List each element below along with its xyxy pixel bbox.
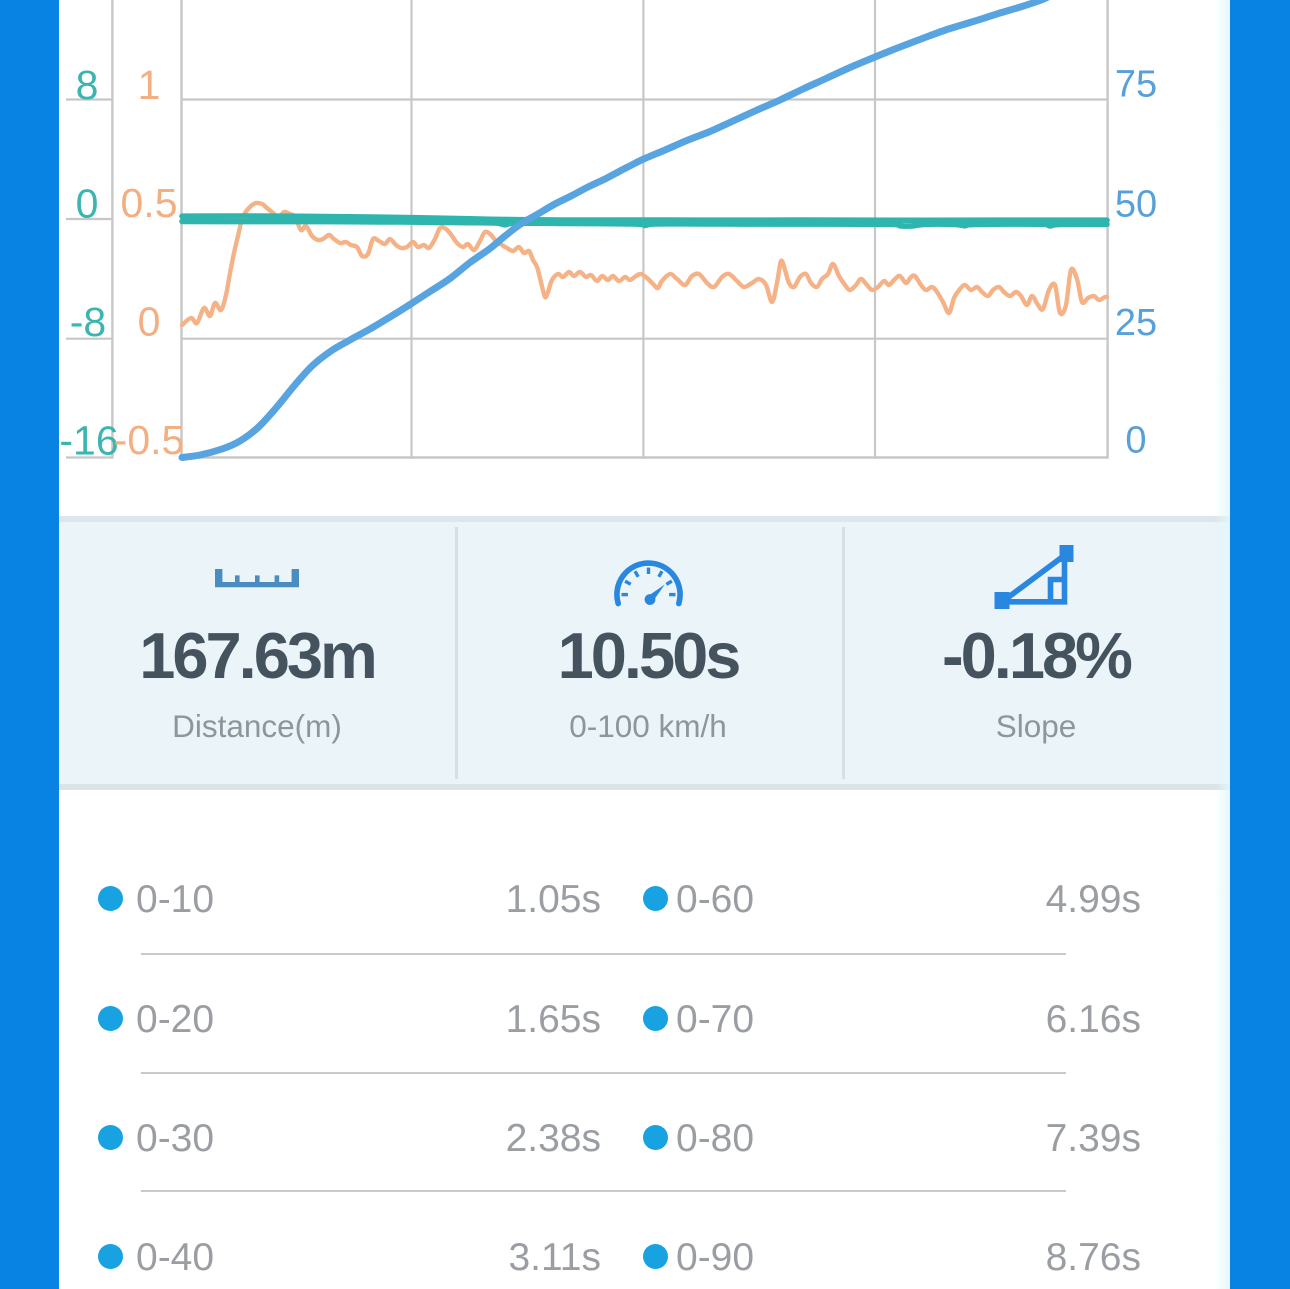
- svg-text:75: 75: [1115, 63, 1157, 105]
- svg-text:50: 50: [1115, 184, 1157, 226]
- svg-text:0: 0: [1125, 420, 1146, 462]
- svg-text:-8: -8: [70, 299, 106, 345]
- svg-text:0.5: 0.5: [121, 180, 178, 226]
- svg-text:0: 0: [76, 181, 99, 227]
- svg-text:1: 1: [138, 62, 161, 108]
- svg-text:-0.5: -0.5: [114, 417, 185, 463]
- svg-text:-16: -16: [59, 418, 118, 464]
- svg-text:25: 25: [1115, 302, 1157, 344]
- svg-text:0: 0: [138, 299, 161, 345]
- svg-text:8: 8: [76, 62, 99, 108]
